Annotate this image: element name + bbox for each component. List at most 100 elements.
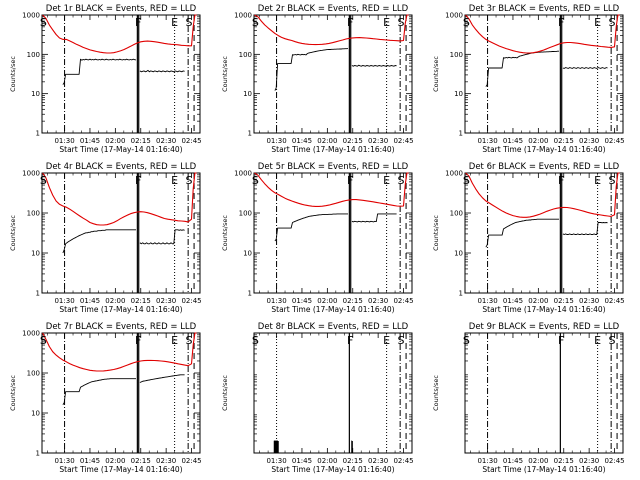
panel-title: Det 1r BLACK = Events, RED = LLD	[46, 4, 197, 14]
x-tick-label: 02:00	[105, 457, 125, 465]
y-tick-label: 1000	[234, 12, 252, 20]
event-marker-label: S	[463, 334, 470, 347]
event-marker-label: S	[463, 16, 470, 29]
x-tick-label: 02:00	[105, 297, 125, 305]
x-tick-label: 02:00	[317, 297, 337, 305]
y-tick-label: 100	[27, 51, 40, 59]
x-axis-label: Start Time (17-May-14 01:16:40)	[59, 465, 182, 474]
y-axis-label: Counts/sec	[9, 56, 17, 92]
y-tick-label: 10	[31, 410, 40, 418]
y-axis-label: Counts/sec	[432, 215, 440, 251]
panel-title: Det 7r BLACK = Events, RED = LLD	[46, 322, 197, 332]
plot-frame	[253, 172, 413, 294]
panel-title: Det 2r BLACK = Events, RED = LLD	[258, 4, 409, 14]
event-marker-label: F	[135, 334, 141, 347]
x-tick-label: 02:15	[131, 457, 151, 465]
event-marker-label: F	[347, 334, 353, 347]
event-marker-label: F	[347, 16, 353, 29]
panel-title: Det 4r BLACK = Events, RED = LLD	[46, 162, 197, 172]
detector-panel: Det 8r BLACK = Events, RED = LLD 01:30 01:…	[221, 322, 414, 474]
panel-title: Det 6r BLACK = Events, RED = LLD	[469, 162, 620, 172]
plot-frame	[41, 332, 201, 454]
y-tick-label: 10	[454, 90, 463, 98]
event-marker-label: F	[558, 174, 564, 187]
x-axis-label: Start Time (17-May-14 01:16:40)	[482, 145, 605, 154]
x-tick-label: 02:30	[368, 137, 388, 145]
x-tick-label: 02:30	[368, 457, 388, 465]
event-marker-label: S	[609, 174, 616, 187]
events-series-line	[562, 67, 608, 69]
x-tick-label: 02:45	[604, 137, 624, 145]
events-series-line	[273, 440, 279, 454]
y-tick-label: 1000	[445, 12, 463, 20]
event-marker-label: S	[398, 16, 405, 29]
x-tick-label: 02:30	[156, 457, 176, 465]
event-marker-label: S	[398, 174, 405, 187]
x-tick-label: 02:15	[554, 137, 574, 145]
y-axis-label: Counts/sec	[221, 375, 229, 411]
plot-frame	[464, 332, 624, 454]
detector-panel: Det 4r BLACK = Events, RED = LLD 1 10 100 10…	[9, 162, 202, 314]
event-marker-label: S	[609, 16, 616, 29]
y-axis-label: Counts/sec	[9, 375, 17, 411]
lld-series-line	[254, 172, 409, 207]
y-tick-label: 100	[27, 210, 40, 218]
plot-frame	[253, 332, 413, 454]
x-axis-label: Start Time (17-May-14 01:16:40)	[482, 465, 605, 474]
x-tick-label: 02:00	[528, 457, 548, 465]
event-marker-label: S	[186, 16, 193, 29]
event-marker-label: S	[463, 174, 470, 187]
y-tick-label: 10	[454, 250, 463, 258]
y-axis-label: Counts/sec	[221, 215, 229, 251]
detector-panel: Det 6r BLACK = Events, RED = LLD 1 10 100 10…	[432, 162, 625, 314]
x-tick-label: 01:30	[266, 297, 286, 305]
x-tick-label: 01:45	[80, 457, 100, 465]
x-tick-label: 01:45	[292, 297, 312, 305]
events-series-line	[62, 58, 137, 85]
x-tick-label: 02:00	[528, 297, 548, 305]
event-marker-label: E	[171, 334, 178, 347]
event-marker-label: E	[383, 334, 390, 347]
y-tick-label: 100	[450, 51, 463, 59]
x-tick-label: 01:45	[80, 297, 100, 305]
x-tick-label: 01:45	[503, 457, 523, 465]
event-marker-label: E	[594, 334, 601, 347]
event-marker-label: S	[252, 174, 259, 187]
y-tick-label: 1	[36, 130, 40, 138]
detector-panel: Det 7r BLACK = Events, RED = LLD 1 10 100 10…	[9, 322, 202, 474]
x-tick-label: 02:15	[343, 137, 363, 145]
y-tick-label: 10	[31, 250, 40, 258]
event-marker-label: E	[171, 16, 178, 29]
y-axis-label: Counts/sec	[221, 56, 229, 92]
events-series-line	[139, 229, 185, 245]
event-marker-label: S	[186, 334, 193, 347]
events-series-line	[351, 213, 397, 223]
events-series-line	[139, 69, 185, 73]
x-tick-label: 01:30	[54, 137, 74, 145]
panel-title: Det 9r BLACK = Events, RED = LLD	[469, 322, 620, 332]
detector-panel: Det 1r BLACK = Events, RED = LLD 1 10 100 10…	[9, 4, 202, 154]
x-tick-label: 01:30	[54, 297, 74, 305]
y-tick-label: 1000	[22, 12, 40, 20]
x-tick-label: 02:45	[393, 137, 413, 145]
x-tick-label: 02:30	[368, 297, 388, 305]
x-tick-label: 02:45	[181, 297, 201, 305]
x-axis-label: Start Time (17-May-14 01:16:40)	[271, 145, 394, 154]
events-series-line	[62, 378, 136, 406]
y-tick-label: 1	[36, 290, 40, 298]
x-tick-label: 01:30	[266, 137, 286, 145]
x-tick-label: 02:15	[554, 297, 574, 305]
event-marker-label: S	[252, 334, 259, 347]
y-tick-label: 1000	[234, 170, 252, 178]
events-series-line	[351, 64, 397, 67]
x-tick-label: 01:30	[54, 457, 74, 465]
event-marker-label: S	[252, 16, 259, 29]
x-tick-label: 01:30	[477, 457, 497, 465]
panel-title: Det 5r BLACK = Events, RED = LLD	[258, 162, 409, 172]
y-tick-label: 1	[459, 130, 463, 138]
y-tick-label: 1	[248, 290, 252, 298]
x-tick-label: 02:45	[181, 457, 201, 465]
lld-series-line	[254, 14, 409, 46]
detector-panel: Det 5r BLACK = Events, RED = LLD 1 10 100 10…	[221, 162, 414, 314]
x-tick-label: 02:45	[393, 457, 413, 465]
